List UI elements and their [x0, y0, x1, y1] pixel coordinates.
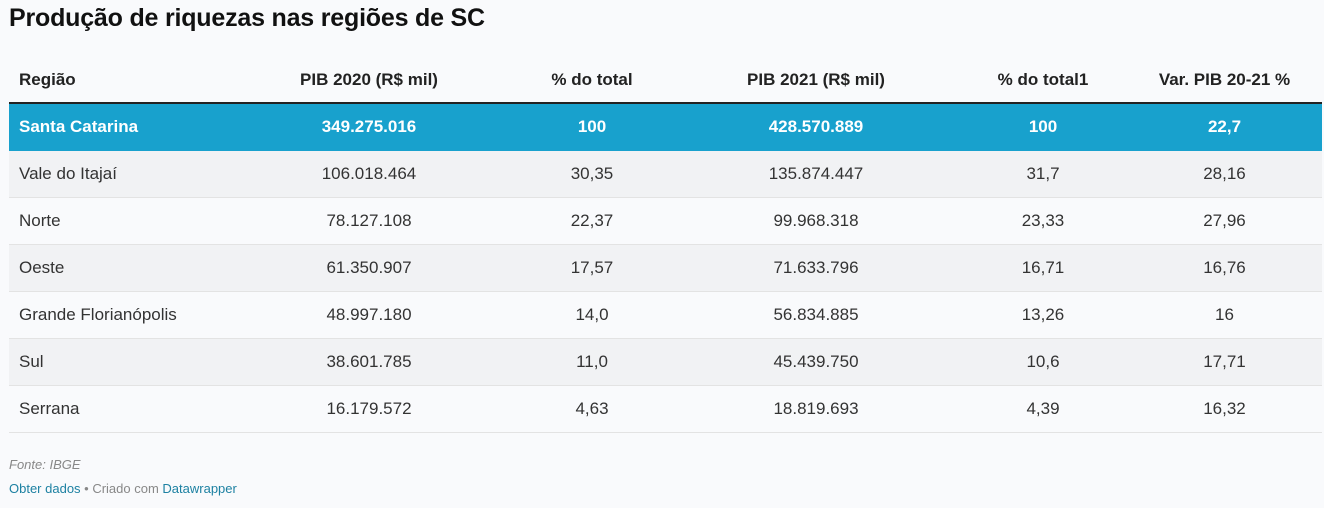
- column-header-pib-2020[interactable]: PIB 2020 (R$ mil): [227, 57, 511, 104]
- column-header-regiao[interactable]: Região: [9, 57, 227, 104]
- cell-pct-total-2020: 17,57: [511, 244, 673, 292]
- cell-pct-total-2020: 11,0: [511, 338, 673, 386]
- table-row: Grande Florianópolis 48.997.180 14,0 56.834…: [9, 291, 1322, 339]
- cell-pib-2021: 428.570.889: [673, 103, 959, 151]
- column-header-pct-total-2020[interactable]: % do total: [511, 57, 673, 104]
- table-row: Norte 78.127.108 22,37 99.968.318 23,33 27,96: [9, 197, 1322, 245]
- get-data-link[interactable]: Obter dados: [9, 481, 81, 496]
- cell-pib-2021: 99.968.318: [673, 197, 959, 245]
- cell-pib-2020: 48.997.180: [227, 291, 511, 339]
- table-row: Serrana 16.179.572 4,63 18.819.693 4,39 16,32: [9, 385, 1322, 433]
- cell-regiao: Santa Catarina: [9, 103, 227, 151]
- table-row: Vale do Itajaí 106.018.464 30,35 135.874.44…: [9, 150, 1322, 198]
- footer-source: Fonte: IBGE: [9, 457, 81, 472]
- table-body: Santa Catarina 349.275.016 100 428.570.889 1…: [9, 103, 1322, 433]
- cell-regiao: Norte: [9, 197, 227, 245]
- cell-pib-2020: 106.018.464: [227, 150, 511, 198]
- table-row-highlight: Santa Catarina 349.275.016 100 428.570.889 1…: [9, 103, 1322, 151]
- table-row: Oeste 61.350.907 17,57 71.633.796 16,71 16,76: [9, 244, 1322, 292]
- cell-regiao: Oeste: [9, 244, 227, 292]
- cell-pct-total-2021: 13,26: [959, 291, 1127, 339]
- table-row: Sul 38.601.785 11,0 45.439.750 10,6 17,71: [9, 338, 1322, 386]
- column-header-pib-2021[interactable]: PIB 2021 (R$ mil): [673, 57, 959, 104]
- cell-regiao: Sul: [9, 338, 227, 386]
- data-table: Região PIB 2020 (R$ mil) % do total PIB …: [9, 57, 1322, 433]
- cell-var-pib: 17,71: [1127, 338, 1322, 386]
- datawrapper-link[interactable]: Datawrapper: [162, 481, 237, 496]
- cell-var-pib: 16,76: [1127, 244, 1322, 292]
- footer-separator: • Criado com: [80, 481, 163, 496]
- column-header-var-pib[interactable]: Var. PIB 20-21 %: [1127, 57, 1322, 104]
- cell-regiao: Serrana: [9, 385, 227, 433]
- cell-pct-total-2020: 14,0: [511, 291, 673, 339]
- cell-pib-2020: 61.350.907: [227, 244, 511, 292]
- cell-pib-2021: 71.633.796: [673, 244, 959, 292]
- cell-pct-total-2021: 4,39: [959, 385, 1127, 433]
- cell-pct-total-2021: 16,71: [959, 244, 1127, 292]
- cell-pib-2020: 349.275.016: [227, 103, 511, 151]
- cell-pib-2020: 38.601.785: [227, 338, 511, 386]
- table-header-row: Região PIB 2020 (R$ mil) % do total PIB …: [9, 57, 1322, 104]
- cell-pct-total-2021: 23,33: [959, 197, 1127, 245]
- cell-pct-total-2020: 4,63: [511, 385, 673, 433]
- cell-regiao: Vale do Itajaí: [9, 150, 227, 198]
- cell-pct-total-2021: 100: [959, 103, 1127, 151]
- cell-pib-2020: 16.179.572: [227, 385, 511, 433]
- cell-var-pib: 16,32: [1127, 385, 1322, 433]
- cell-pct-total-2021: 10,6: [959, 338, 1127, 386]
- cell-pib-2021: 56.834.885: [673, 291, 959, 339]
- cell-var-pib: 22,7: [1127, 103, 1322, 151]
- footer-links: Obter dados • Criado com Datawrapper: [9, 481, 237, 496]
- cell-var-pib: 28,16: [1127, 150, 1322, 198]
- cell-regiao: Grande Florianópolis: [9, 291, 227, 339]
- cell-pib-2021: 135.874.447: [673, 150, 959, 198]
- cell-var-pib: 27,96: [1127, 197, 1322, 245]
- cell-pib-2021: 45.439.750: [673, 338, 959, 386]
- cell-pct-total-2021: 31,7: [959, 150, 1127, 198]
- cell-pct-total-2020: 100: [511, 103, 673, 151]
- cell-pct-total-2020: 22,37: [511, 197, 673, 245]
- cell-pct-total-2020: 30,35: [511, 150, 673, 198]
- cell-pib-2021: 18.819.693: [673, 385, 959, 433]
- column-header-pct-total-2021[interactable]: % do total1: [959, 57, 1127, 104]
- cell-pib-2020: 78.127.108: [227, 197, 511, 245]
- chart-title: Produção de riquezas nas regiões de SC: [9, 4, 485, 32]
- cell-var-pib: 16: [1127, 291, 1322, 339]
